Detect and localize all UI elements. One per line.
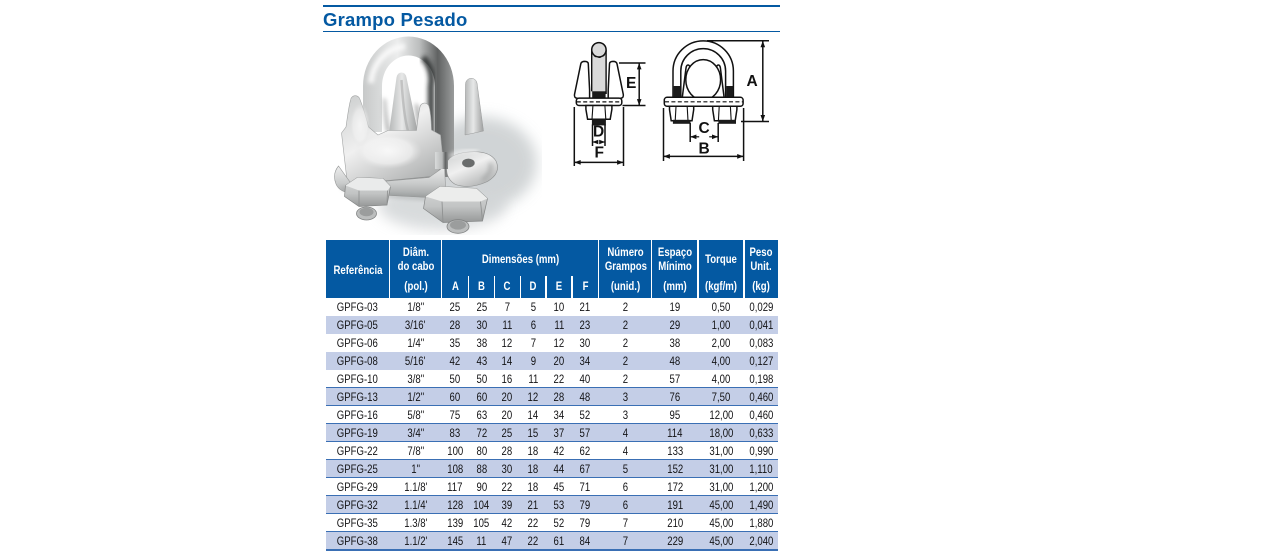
svg-text:D: D	[593, 124, 604, 141]
svg-text:E: E	[626, 75, 636, 92]
svg-text:A: A	[747, 73, 758, 90]
svg-text:C: C	[699, 120, 710, 137]
svg-text:B: B	[699, 141, 710, 158]
svg-text:F: F	[595, 145, 604, 162]
